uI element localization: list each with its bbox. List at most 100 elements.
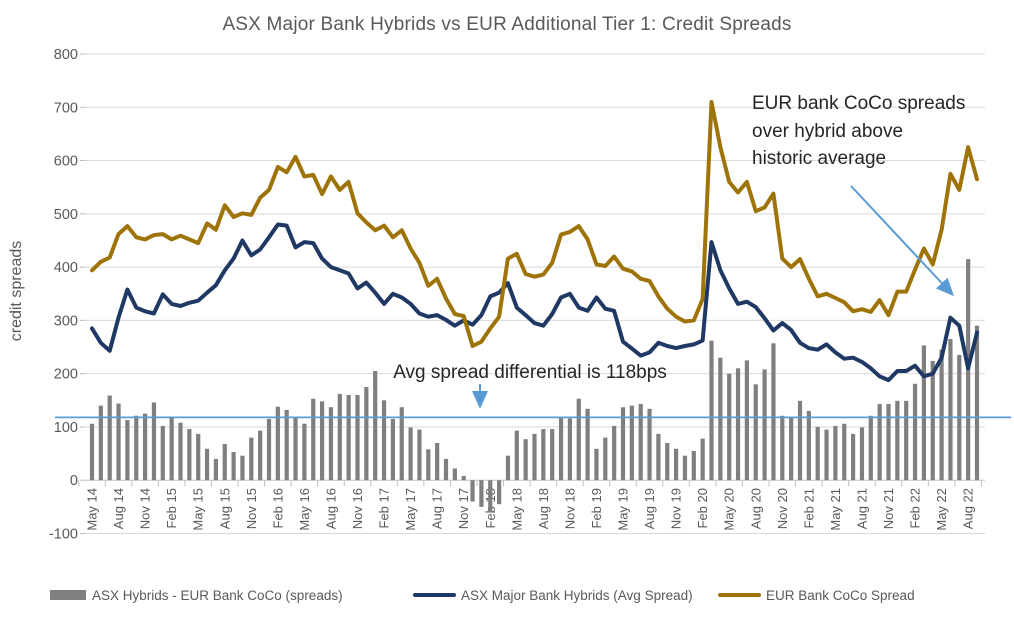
spread-diff-bar bbox=[293, 417, 298, 481]
legend-label: EUR Bank CoCo Spread bbox=[766, 587, 915, 603]
spread-diff-bar bbox=[187, 429, 192, 481]
spread-diff-bar bbox=[435, 442, 440, 481]
spread-diff-bar bbox=[196, 433, 201, 481]
spread-diff-bar bbox=[514, 430, 519, 481]
spread-diff-bar bbox=[249, 437, 254, 481]
x-tick-label: Aug 18 bbox=[536, 488, 551, 529]
spread-diff-bar bbox=[603, 437, 608, 481]
spread-diff-bar bbox=[275, 406, 280, 481]
y-tick-label: 500 bbox=[54, 207, 78, 223]
spread-diff-bar bbox=[886, 404, 891, 481]
annotation-avg-differential: Avg spread differential is 118bps bbox=[393, 362, 667, 383]
spread-diff-bar bbox=[443, 458, 449, 481]
x-tick-label: May 22 bbox=[934, 488, 949, 531]
spread-diff-bar bbox=[311, 398, 316, 481]
spread-diff-bar bbox=[284, 409, 289, 481]
spread-diff-bar bbox=[691, 450, 696, 481]
spread-diff-bar bbox=[585, 408, 590, 481]
y-tick-label: 0 bbox=[70, 473, 78, 489]
spread-diff-bar bbox=[523, 439, 528, 481]
spread-diff-bar bbox=[567, 418, 572, 481]
spread-diff-bar bbox=[842, 423, 847, 481]
bar-swatch-icon bbox=[50, 590, 86, 600]
x-tick-label: Aug 15 bbox=[217, 488, 232, 529]
chart-title: ASX Major Bank Hybrids vs EUR Additional… bbox=[222, 14, 792, 35]
spread-diff-bar bbox=[399, 407, 404, 481]
y-tick-label: 100 bbox=[54, 420, 78, 436]
x-tick-label: Nov 21 bbox=[881, 488, 896, 529]
spread-diff-bar bbox=[727, 373, 732, 481]
spread-diff-bar bbox=[868, 415, 873, 481]
x-tick-label: May 14 bbox=[85, 488, 100, 531]
spread-diff-bar bbox=[682, 455, 688, 481]
x-tick-label: May 19 bbox=[616, 488, 631, 531]
x-tick-label: Feb 16 bbox=[270, 488, 285, 528]
spread-diff-bar bbox=[231, 451, 236, 481]
spread-diff-bar bbox=[470, 480, 475, 502]
x-tick-label: Feb 20 bbox=[695, 488, 710, 528]
spread-diff-bar bbox=[594, 448, 599, 481]
spread-diff-bar bbox=[381, 400, 387, 481]
spread-diff-bar bbox=[806, 410, 811, 481]
x-tick-label: Aug 20 bbox=[748, 488, 763, 529]
x-tick-label: Aug 21 bbox=[854, 488, 869, 529]
spread-diff-bar bbox=[656, 433, 661, 481]
x-tick-label: May 16 bbox=[297, 488, 312, 531]
spread-diff-bar bbox=[735, 368, 741, 481]
y-tick-label: 800 bbox=[54, 47, 78, 63]
spread-diff-bar bbox=[204, 448, 210, 481]
x-tick-label: Nov 16 bbox=[350, 488, 365, 529]
spread-diff-bar bbox=[364, 386, 369, 481]
spread-diff-bar bbox=[930, 360, 935, 481]
spread-diff-bar bbox=[143, 413, 148, 481]
spread-diff-bar bbox=[258, 430, 263, 481]
spread-diff-bar bbox=[497, 480, 502, 505]
spread-diff-bar bbox=[647, 408, 652, 481]
x-tick-label: Aug 16 bbox=[323, 488, 338, 529]
x-tick-label: Aug 17 bbox=[430, 488, 445, 529]
spread-diff-bar bbox=[638, 404, 643, 481]
spread-diff-bar bbox=[851, 433, 856, 481]
spread-diff-bar bbox=[859, 427, 865, 481]
spread-diff-bar bbox=[824, 429, 829, 481]
spread-diff-bar bbox=[753, 384, 758, 481]
y-tick-label: -100 bbox=[49, 527, 78, 543]
spread-diff-bar bbox=[700, 438, 705, 481]
x-tick-label: May 18 bbox=[509, 488, 524, 531]
y-tick-label: 200 bbox=[54, 367, 78, 383]
eur-coco-line bbox=[90, 100, 979, 348]
spread-diff-bar bbox=[98, 405, 103, 481]
spread-diff-bar bbox=[107, 395, 112, 481]
spread-diff-bar bbox=[116, 403, 121, 481]
spread-diff-bar bbox=[939, 349, 944, 481]
spread-diff-bar bbox=[744, 360, 749, 481]
spread-diff-bar bbox=[89, 423, 95, 481]
x-tick-label: Nov 15 bbox=[244, 488, 259, 529]
spread-diff-bar bbox=[620, 407, 626, 481]
spread-diff-bar bbox=[780, 415, 785, 481]
spread-diff-bar bbox=[797, 400, 803, 481]
spread-diff-bar bbox=[629, 405, 634, 481]
spread-diff-bar bbox=[674, 448, 679, 481]
spread-diff-bar bbox=[709, 340, 714, 481]
x-tick-label: May 17 bbox=[403, 488, 418, 531]
annotation-coco-spreads: EUR bank CoCo spreads over hybrid above … bbox=[752, 93, 966, 170]
x-tick-label: Nov 17 bbox=[456, 488, 471, 529]
x-tick-label: Nov 19 bbox=[669, 488, 684, 529]
spread-diff-bar bbox=[718, 357, 723, 481]
x-tick-label: Nov 18 bbox=[562, 488, 577, 529]
spread-diff-bar bbox=[912, 383, 918, 481]
spread-diff-bar bbox=[178, 422, 183, 481]
y-tick-label: 300 bbox=[54, 313, 78, 329]
spread-diff-bar bbox=[771, 343, 776, 481]
spread-diff-bar bbox=[125, 420, 130, 481]
x-tick-label: Aug 19 bbox=[642, 488, 657, 529]
spread-diff-bar bbox=[426, 449, 431, 481]
spread-diff-bar bbox=[532, 433, 537, 481]
legend-label: ASX Major Bank Hybrids (Avg Spread) bbox=[461, 587, 693, 603]
spread-diff-bar bbox=[974, 325, 980, 481]
x-tick-label: Feb 22 bbox=[908, 488, 923, 528]
spread-diff-bar bbox=[612, 425, 617, 481]
spread-diff-bar bbox=[877, 404, 882, 481]
